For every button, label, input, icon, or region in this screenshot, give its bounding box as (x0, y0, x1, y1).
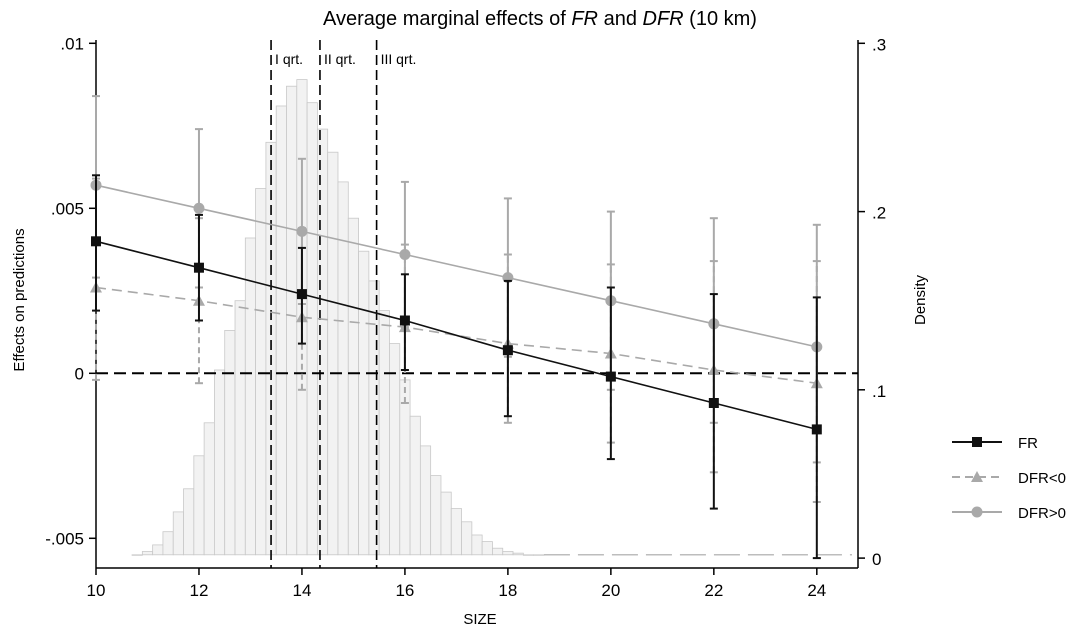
title-mid: and (598, 8, 642, 30)
x-tick-label: 22 (704, 581, 723, 600)
histogram-bar (234, 300, 246, 556)
series-line (95, 286, 817, 384)
histogram-bar (409, 415, 421, 556)
histogram-bar (316, 128, 329, 556)
histogram-bar (172, 511, 184, 556)
histogram-bar (419, 445, 432, 556)
series-layer (90, 95, 823, 560)
data-point (399, 315, 410, 326)
quartile-label: III qrt. (381, 51, 417, 67)
legend-swatch-marker (971, 471, 983, 482)
histogram-bar (450, 508, 462, 556)
data-point (708, 398, 719, 408)
y2-tick-label: .3 (872, 35, 886, 54)
y-tick-label: -.005 (45, 529, 84, 548)
quartile-label: I qrt. (275, 51, 303, 67)
histogram-bar (327, 151, 339, 556)
data-point (502, 345, 513, 356)
data-point (605, 371, 616, 382)
data-point (91, 236, 101, 247)
histogram-bar (358, 250, 370, 556)
histogram-bar (522, 554, 535, 556)
x-tick-label: 16 (395, 581, 414, 600)
histogram-bar (193, 455, 205, 556)
histogram-bar (461, 521, 473, 556)
histogram-bar (306, 102, 318, 556)
legend-swatch-marker (971, 506, 983, 518)
histogram-bar (347, 217, 359, 556)
data-point (811, 424, 822, 435)
histogram-bar (481, 541, 493, 556)
legend-label: DFR<0 (1018, 470, 1066, 487)
histogram-bar (502, 551, 514, 556)
legend-item-dfr-0: DFR<0 (952, 470, 1066, 487)
histogram-bar (471, 534, 483, 556)
legend-item-fr: FR (952, 435, 1038, 452)
x-tick-label: 20 (601, 581, 620, 600)
data-point (193, 202, 205, 214)
y-tick-label: .005 (51, 199, 84, 218)
title-prefix: Average marginal effects of (323, 8, 571, 30)
series-fr (91, 174, 822, 560)
y-tick-label: 0 (75, 364, 84, 383)
reference-lines: I qrt. II qrt. III qrt. (96, 40, 858, 568)
histogram-bar (533, 554, 545, 556)
histogram-bar (275, 105, 287, 556)
histogram-bar (203, 422, 215, 556)
y2-tick-label: 0 (872, 550, 881, 569)
y-axis-label: Effects on predictions (11, 228, 28, 371)
histogram-bar (337, 181, 349, 556)
histogram-bar (378, 310, 390, 556)
y-tick-label: .01 (60, 34, 84, 53)
x-tick-label: 14 (292, 581, 311, 600)
histogram-bar (162, 531, 174, 556)
histogram-bar (131, 554, 143, 556)
histogram-bar (141, 551, 154, 556)
series-line (95, 184, 817, 348)
histogram-bar (512, 552, 524, 556)
histogram-bar (430, 475, 442, 556)
histogram-bar (244, 237, 257, 556)
chart-title: Average marginal effects of FR and DFR (… (323, 8, 757, 30)
density-histogram (131, 79, 852, 556)
y2-tick-label: .1 (872, 382, 886, 401)
legend-item-dfr-0: DFR>0 (952, 505, 1066, 522)
legend-label: FR (1018, 435, 1038, 452)
data-point (296, 289, 307, 300)
histogram-bar (368, 280, 380, 556)
histogram-bar (286, 85, 298, 556)
series-line (95, 240, 818, 431)
histogram-bar (492, 547, 504, 556)
histogram-bar (399, 379, 411, 556)
histogram-bar (152, 544, 164, 556)
y2-tick-label: .2 (872, 204, 886, 223)
legend-label: DFR>0 (1018, 505, 1066, 522)
x-axis-label: SIZE (463, 611, 496, 628)
histogram-bar (214, 369, 226, 556)
x-tick-label: 12 (190, 581, 209, 600)
x-tick-label: 10 (87, 581, 106, 600)
legend-swatch-marker (972, 437, 982, 447)
histogram-bar (224, 329, 236, 556)
title-fr: FR (571, 8, 598, 30)
title-suffix: (10 km) (684, 8, 757, 30)
histogram-bar (389, 343, 401, 556)
data-point (193, 262, 204, 273)
x-tick-label: 24 (807, 581, 826, 600)
histogram-bar (255, 188, 267, 556)
x-tick-label: 18 (498, 581, 517, 600)
histogram-bar (440, 491, 452, 556)
axes: 10 12 14 16 18 20 22 24 .01 .005 0 -.005 .3 .2 .1 0 (45, 34, 886, 600)
y2-axis-label: Density (912, 274, 929, 325)
data-point (399, 249, 411, 260)
quartile-label: II qrt. (324, 51, 356, 67)
title-dfr: DFR (643, 8, 684, 30)
histogram-bar (183, 488, 195, 556)
legend: FR DFR<0 DFR>0 (952, 435, 1066, 522)
